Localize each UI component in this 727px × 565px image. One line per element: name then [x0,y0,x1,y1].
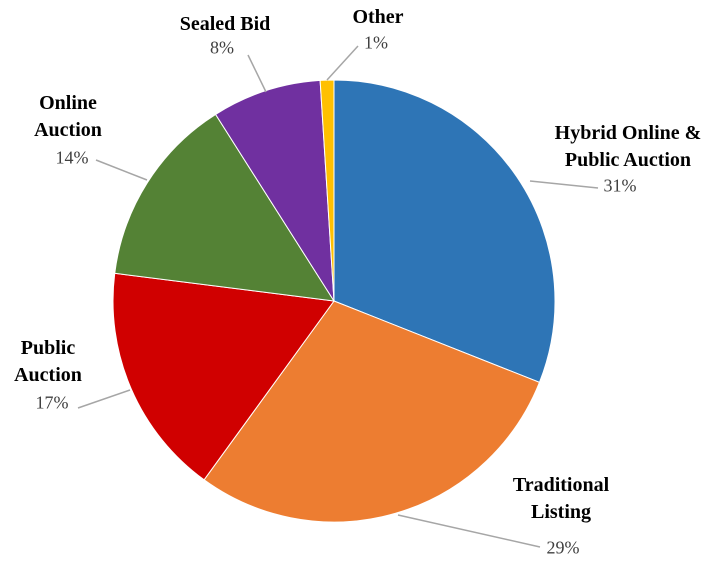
leader-line [326,45,359,81]
slice-label: Traditional Listing [512,474,610,523]
value-label: 1% [364,32,388,53]
slice-label: Sealed Bid [179,13,271,35]
pie-slice [333,79,556,384]
value-label: 29% [546,537,580,558]
pie-slice [203,300,541,523]
leader-line [247,54,267,93]
slice-label: Online Auction [34,92,102,141]
value-label: 8% [210,37,234,58]
value-label: 31% [603,175,637,196]
pie-slice [319,79,335,302]
value-label: 14% [55,147,89,168]
leader-line [77,389,131,409]
leader-line [95,159,148,181]
slice-label: Hybrid Online & Public Auction [554,122,702,171]
leader-line [529,180,599,189]
leader-line [397,514,541,548]
slice-label: Public Auction [14,337,82,386]
pie-slice [112,272,335,481]
slice-label: Other [352,6,404,28]
pie-slice [114,113,335,302]
value-label: 17% [35,392,69,413]
